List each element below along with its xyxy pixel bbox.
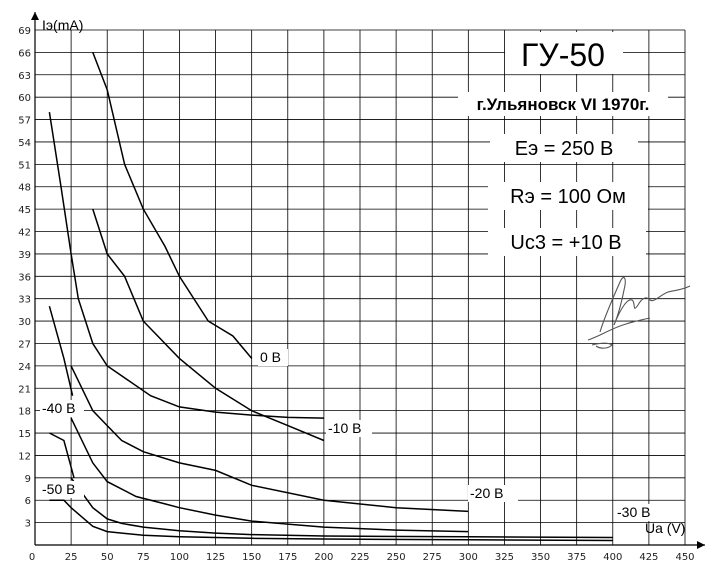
y-tick-label: 51 — [18, 160, 31, 171]
x-tick-label: 350 — [531, 552, 550, 563]
param-2-backdrop — [488, 182, 648, 210]
subtitle-backdrop — [458, 92, 668, 116]
curve-label: -50 В — [42, 481, 75, 497]
curve-label-backdrop — [40, 481, 84, 498]
y-tick-label: 21 — [18, 384, 31, 395]
x-tick-label: 125 — [206, 552, 225, 563]
series-curve — [49, 499, 613, 542]
x-tick-label: 0 — [29, 552, 35, 563]
y-tick-labels: 3691215182124273033363942454851545760636… — [18, 26, 31, 530]
axes — [31, 12, 705, 549]
annotation-ee: Eэ = 250 В — [515, 138, 614, 160]
y-tick-label: 24 — [18, 362, 31, 373]
param-1-backdrop — [490, 134, 638, 162]
x-tick-label: 25 — [65, 552, 78, 563]
x-tick-label: 225 — [350, 552, 369, 563]
y-tick-label: 36 — [18, 272, 31, 283]
x-tick-label: 375 — [567, 552, 586, 563]
x-tick-label: 75 — [137, 552, 150, 563]
x-tick-label: 50 — [101, 552, 114, 563]
x-tick-label: 450 — [675, 552, 694, 563]
y-tick-label: 57 — [18, 116, 31, 127]
x-tick-labels: 0 25 50 75 100 125 150 175 200 225 250 275 300 325 350… — [29, 552, 695, 563]
x-tick-label: 400 — [603, 552, 622, 563]
chart-subtitle: г.Ульяновск VI 1970г. — [477, 95, 650, 114]
y-tick-label: 42 — [18, 228, 31, 239]
x-tick-label: 100 — [170, 552, 189, 563]
y-tick-label: 3 — [25, 519, 31, 530]
x-tick-label: 275 — [423, 552, 442, 563]
y-tick-label: 9 — [25, 474, 31, 485]
series-curve — [92, 52, 253, 359]
x-tick-label: 200 — [314, 552, 333, 563]
chart-title: ГУ-50 — [521, 37, 605, 73]
signature — [587, 276, 691, 349]
curve-label-backdrop — [615, 504, 661, 521]
curve-label: -40 В — [42, 400, 75, 416]
series-curve — [70, 417, 469, 533]
curve-label-backdrop — [258, 349, 288, 366]
x-tick-label: 150 — [242, 552, 261, 563]
y-tick-label: 12 — [18, 451, 31, 462]
x-tick-label: 300 — [459, 552, 478, 563]
curve-label-backdrop — [326, 420, 372, 437]
y-tick-label: 6 — [25, 496, 31, 507]
y-tick-label: 33 — [18, 295, 31, 306]
y-tick-label: 63 — [18, 71, 31, 82]
y-tick-label: 18 — [18, 407, 31, 418]
x-tick-label: 325 — [495, 552, 514, 563]
x-axis-arrow — [697, 541, 705, 549]
y-tick-label: 66 — [18, 48, 31, 59]
series-curve — [92, 208, 325, 442]
x-tick-label: 175 — [278, 552, 297, 563]
y-axis-arrow — [31, 12, 39, 20]
series-curve — [48, 305, 74, 396]
curve-label: -10 В — [328, 420, 361, 436]
y-tick-label: 39 — [18, 250, 31, 261]
series-curve — [49, 432, 75, 478]
annotation-uc3: Uc3 = +10 В — [510, 232, 621, 254]
y-tick-label: 60 — [18, 93, 31, 104]
x-tick-label: 425 — [639, 552, 658, 563]
x-tick-label: 250 — [387, 552, 406, 563]
y-tick-label: 45 — [18, 205, 31, 216]
param-3-backdrop — [488, 228, 646, 256]
series-curve — [70, 365, 469, 513]
curves — [48, 52, 613, 542]
curve-label-backdrop — [468, 485, 518, 502]
curve-label: 0 В — [260, 349, 281, 365]
curve-labels: 0 В -10 В -20 В -30 В -40 В -50 В — [40, 349, 661, 521]
y-tick-label: 69 — [18, 26, 31, 37]
y-tick-label: 54 — [18, 138, 31, 149]
y-tick-label: 27 — [18, 339, 31, 350]
y-axis-label: Iэ(mA) — [42, 17, 83, 33]
series-curve — [48, 111, 324, 419]
y-tick-label: 48 — [18, 183, 31, 194]
title-backdrop — [505, 32, 623, 74]
series-curve — [70, 477, 613, 539]
curve-label: -20 В — [470, 485, 503, 501]
y-tick-label: 30 — [18, 317, 31, 328]
curve-label-backdrop — [40, 400, 84, 417]
curve-label: -30 В — [617, 504, 650, 520]
y-tick-label: 15 — [18, 429, 31, 440]
annotation-re: Rэ = 100 Ом — [510, 186, 626, 208]
x-axis-label: Ua (V) — [645, 520, 685, 536]
